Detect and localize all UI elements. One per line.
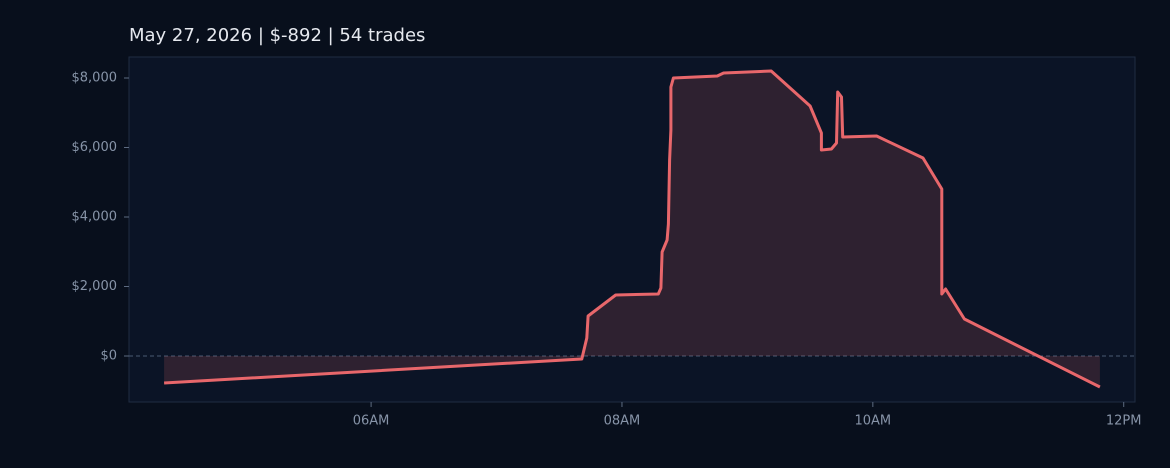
- x-tick-label: 08AM: [604, 414, 641, 429]
- y-tick-label: $2,000: [72, 279, 118, 294]
- area: [164, 71, 1100, 387]
- y-tick-label: $4,000: [72, 209, 118, 224]
- x-tick-label: 10AM: [855, 414, 892, 429]
- y-tick-label: $0: [100, 348, 117, 363]
- plot-area: [128, 56, 1136, 403]
- line: [164, 69, 1101, 389]
- x-tick-label: 12PM: [1106, 414, 1142, 429]
- y-tick-label: $6,000: [72, 140, 118, 155]
- chart-title: May 27, 2026 | $-892 | 54 trades: [129, 25, 425, 46]
- x-tick-label: 06AM: [353, 414, 390, 429]
- y-tick-label: $8,000: [72, 70, 118, 85]
